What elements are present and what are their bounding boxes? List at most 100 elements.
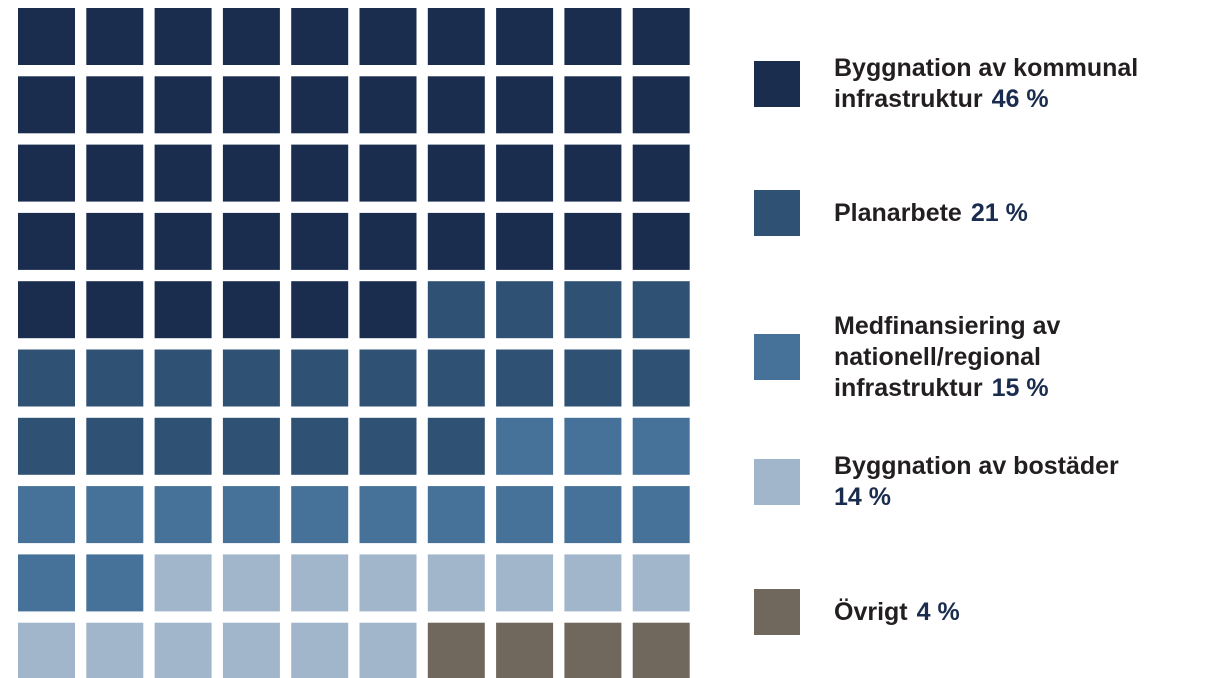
waffle-cell bbox=[427, 76, 485, 134]
legend-label-line: Övrigt 4 % bbox=[834, 597, 1211, 628]
legend-value: 46 % bbox=[991, 85, 1049, 113]
waffle-cell bbox=[564, 144, 622, 202]
waffle-cell bbox=[427, 8, 485, 65]
legend-label: Byggnation av bostäder 14 % bbox=[834, 451, 1211, 513]
legend-label-line: Medfinansiering av bbox=[834, 311, 1211, 342]
waffle-cell bbox=[496, 144, 554, 202]
waffle-cell bbox=[18, 281, 75, 339]
waffle-cell bbox=[291, 76, 349, 134]
waffle-cell bbox=[359, 76, 417, 134]
waffle-cell bbox=[154, 554, 212, 612]
waffle-cell bbox=[291, 622, 349, 678]
waffle-cell bbox=[564, 212, 622, 270]
legend-value: 4 % bbox=[916, 597, 960, 626]
waffle-cell bbox=[291, 486, 349, 544]
waffle-cell bbox=[86, 349, 144, 407]
waffle-cell bbox=[154, 486, 212, 544]
waffle-chart bbox=[18, 8, 690, 678]
waffle-cell bbox=[564, 349, 622, 407]
waffle-cell bbox=[154, 417, 212, 475]
waffle-cell bbox=[427, 486, 485, 544]
waffle-cell bbox=[359, 8, 417, 65]
waffle-cell bbox=[291, 417, 349, 475]
legend-swatch bbox=[754, 459, 800, 505]
waffle-cell bbox=[632, 349, 690, 407]
waffle-cell bbox=[496, 417, 554, 475]
waffle-cell bbox=[359, 486, 417, 544]
legend-label-text: Byggnation av kommunal bbox=[834, 54, 1139, 82]
waffle-cell bbox=[222, 281, 280, 339]
waffle-cell bbox=[18, 622, 75, 678]
legend-value: 14 % bbox=[834, 483, 891, 511]
waffle-cell bbox=[496, 76, 554, 134]
waffle-cell bbox=[86, 8, 144, 65]
waffle-cell bbox=[564, 8, 622, 65]
waffle-cell bbox=[427, 622, 485, 678]
waffle-cell bbox=[222, 8, 280, 65]
waffle-cell bbox=[427, 144, 485, 202]
waffle-cell bbox=[427, 212, 485, 270]
waffle-cell bbox=[18, 8, 75, 65]
waffle-cell bbox=[154, 622, 212, 678]
waffle-cell bbox=[564, 554, 622, 612]
waffle-cell bbox=[427, 554, 485, 612]
waffle-cell bbox=[564, 417, 622, 475]
legend-label-text: infrastruktur bbox=[834, 85, 983, 113]
legend-label-text: Planarbete bbox=[834, 198, 962, 227]
waffle-cell bbox=[222, 76, 280, 134]
waffle-cell bbox=[291, 8, 349, 65]
waffle-cell bbox=[291, 349, 349, 407]
waffle-cell bbox=[564, 76, 622, 134]
waffle-cell bbox=[632, 281, 690, 339]
waffle-cell bbox=[496, 349, 554, 407]
legend-label: Byggnation av kommunal infrastruktur 46 % bbox=[834, 53, 1211, 115]
waffle-cell bbox=[632, 554, 690, 612]
legend-label: Planarbete 21 % bbox=[834, 198, 1211, 229]
waffle-cell bbox=[18, 417, 75, 475]
waffle-cell bbox=[18, 349, 75, 407]
waffle-cell bbox=[496, 281, 554, 339]
waffle-cell bbox=[496, 8, 554, 65]
waffle-cell bbox=[496, 486, 554, 544]
waffle-cell bbox=[154, 144, 212, 202]
legend-label-line: Byggnation av bostäder bbox=[834, 451, 1211, 482]
waffle-cell bbox=[18, 486, 75, 544]
waffle-cell bbox=[18, 76, 75, 134]
waffle-cell bbox=[496, 554, 554, 612]
waffle-cell bbox=[291, 212, 349, 270]
legend-label-text: infrastruktur bbox=[834, 373, 983, 402]
legend-label-line: 14 % bbox=[834, 482, 1211, 513]
legend-label-line: Byggnation av kommunal bbox=[834, 53, 1211, 84]
legend-swatch bbox=[754, 190, 800, 236]
waffle-cell bbox=[86, 622, 144, 678]
waffle-cell bbox=[496, 622, 554, 678]
legend-value: 21 % bbox=[970, 198, 1028, 227]
waffle-cell bbox=[632, 76, 690, 134]
waffle-cell bbox=[564, 486, 622, 544]
legend-label-text: Byggnation av bostäder bbox=[834, 452, 1119, 480]
waffle-cell bbox=[86, 76, 144, 134]
waffle-cell bbox=[154, 8, 212, 65]
waffle-cell bbox=[427, 349, 485, 407]
waffle-cell bbox=[359, 554, 417, 612]
waffle-cell bbox=[496, 212, 554, 270]
waffle-cell bbox=[154, 349, 212, 407]
waffle-cell bbox=[632, 212, 690, 270]
legend-label: Medfinansiering av nationell/regional infr… bbox=[834, 311, 1211, 404]
waffle-cell bbox=[154, 212, 212, 270]
legend-value: 15 % bbox=[991, 373, 1049, 402]
waffle-cell bbox=[222, 417, 280, 475]
waffle-cell bbox=[222, 212, 280, 270]
waffle-cell bbox=[427, 417, 485, 475]
legend-swatch bbox=[754, 61, 800, 107]
waffle-cell bbox=[359, 281, 417, 339]
waffle-cell bbox=[86, 417, 144, 475]
waffle-cell bbox=[632, 417, 690, 475]
waffle-cell bbox=[359, 622, 417, 678]
legend-swatch bbox=[754, 334, 800, 380]
waffle-cell bbox=[632, 144, 690, 202]
waffle-cell bbox=[427, 281, 485, 339]
waffle-cell bbox=[359, 417, 417, 475]
waffle-cell bbox=[86, 144, 144, 202]
waffle-cell bbox=[154, 281, 212, 339]
